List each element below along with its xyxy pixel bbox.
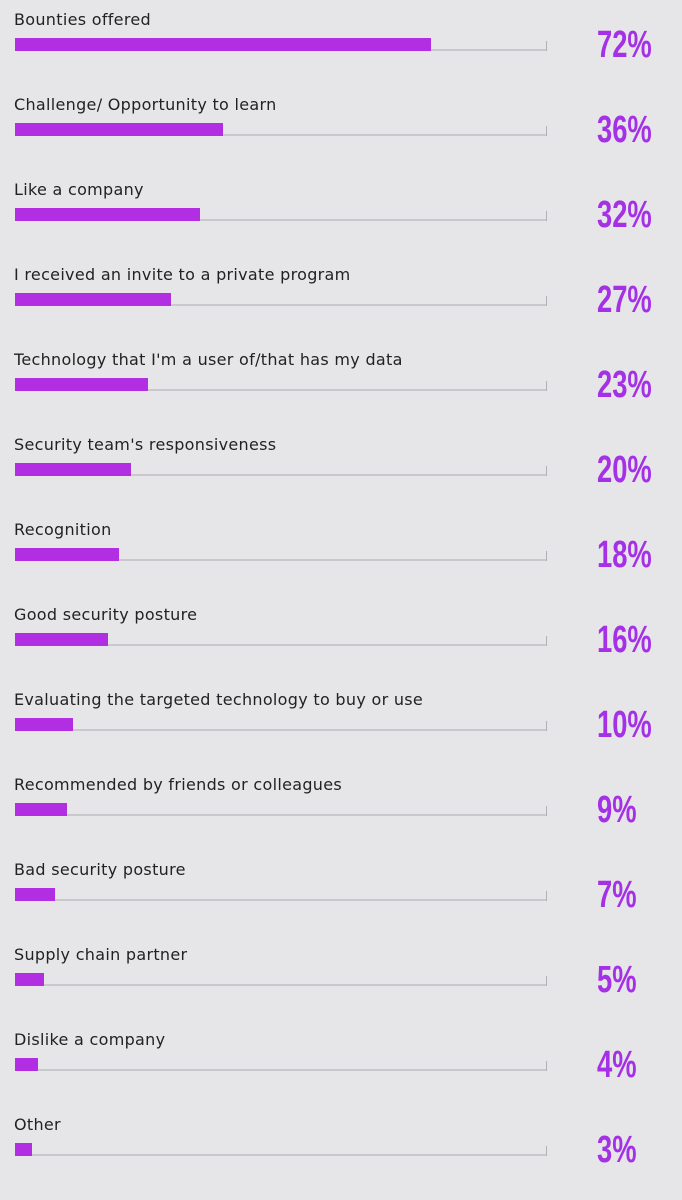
bar-row: Bounties offered 72% xyxy=(0,0,682,85)
bar xyxy=(15,38,431,51)
percent-label: 9% xyxy=(597,789,637,831)
bar-row: Other 3% xyxy=(0,1105,682,1190)
bar-track xyxy=(15,474,547,476)
bar-row: Bad security posture 7% xyxy=(0,850,682,935)
percent-label: 7% xyxy=(597,874,637,916)
bar-track-end-tick xyxy=(546,126,547,136)
bar xyxy=(15,293,171,306)
bar-track-end-tick xyxy=(546,1061,547,1071)
bar-track xyxy=(15,814,547,816)
bar-row: Recommended by friends or colleagues 9% xyxy=(0,765,682,850)
bar-track-end-tick xyxy=(546,636,547,646)
percent-label: 27% xyxy=(597,279,652,321)
percent-label: 16% xyxy=(597,619,652,661)
bar xyxy=(15,463,131,476)
bar-track xyxy=(15,559,547,561)
bar-track-end-tick xyxy=(546,466,547,476)
bar-row: Dislike a company 4% xyxy=(0,1020,682,1105)
bar xyxy=(15,803,67,816)
bar-track-end-tick xyxy=(546,381,547,391)
bar-track xyxy=(15,304,547,306)
category-label: Supply chain partner xyxy=(14,945,188,964)
bar-track xyxy=(15,219,547,221)
category-label: Challenge/ Opportunity to learn xyxy=(14,95,277,114)
percent-label: 18% xyxy=(597,534,652,576)
bar-track-end-tick xyxy=(546,296,547,306)
bar xyxy=(15,548,119,561)
bar-track-end-tick xyxy=(546,41,547,51)
bar-track xyxy=(15,984,547,986)
bar-row: Recognition 18% xyxy=(0,510,682,595)
bar-track-end-tick xyxy=(546,806,547,816)
category-label: Like a company xyxy=(14,180,144,199)
percent-label: 3% xyxy=(597,1129,637,1171)
category-label: Technology that I'm a user of/that has m… xyxy=(14,350,403,369)
bar-track xyxy=(15,1154,547,1156)
bar-row: Supply chain partner 5% xyxy=(0,935,682,1020)
category-label: Good security posture xyxy=(14,605,198,624)
bar-track xyxy=(15,389,547,391)
bar-track xyxy=(15,899,547,901)
bar-track xyxy=(15,1069,547,1071)
category-label: Other xyxy=(14,1115,61,1134)
percent-label: 72% xyxy=(597,24,652,66)
category-label: Bounties offered xyxy=(14,10,151,29)
bar-row: Good security posture 16% xyxy=(0,595,682,680)
bar-track-end-tick xyxy=(546,551,547,561)
percent-label: 36% xyxy=(597,109,652,151)
bar-row: Security team's responsiveness 20% xyxy=(0,425,682,510)
category-label: Recognition xyxy=(14,520,112,539)
percent-label: 32% xyxy=(597,194,652,236)
percent-label: 20% xyxy=(597,449,652,491)
category-label: Recommended by friends or colleagues xyxy=(14,775,343,794)
bar-track xyxy=(15,729,547,731)
bar xyxy=(15,633,108,646)
bar-row: Like a company 32% xyxy=(0,170,682,255)
bar-track-end-tick xyxy=(546,721,547,731)
bar-track-end-tick xyxy=(546,976,547,986)
percent-label: 5% xyxy=(597,959,637,1001)
bar-row: Technology that I'm a user of/that has m… xyxy=(0,340,682,425)
bar-row: I received an invite to a private progra… xyxy=(0,255,682,340)
category-label: I received an invite to a private progra… xyxy=(14,265,351,284)
bar-row: Evaluating the targeted technology to bu… xyxy=(0,680,682,765)
percent-label: 4% xyxy=(597,1044,637,1086)
category-label: Evaluating the targeted technology to bu… xyxy=(14,690,424,709)
bar-track-end-tick xyxy=(546,891,547,901)
bar-track-end-tick xyxy=(546,1146,547,1156)
bar xyxy=(15,378,148,391)
bar xyxy=(15,718,73,731)
bar xyxy=(15,1143,32,1156)
bar-row: Challenge/ Opportunity to learn 36% xyxy=(0,85,682,170)
bar xyxy=(15,208,200,221)
bar-track xyxy=(15,134,547,136)
category-label: Dislike a company xyxy=(14,1030,166,1049)
category-label: Bad security posture xyxy=(14,860,186,879)
bar xyxy=(15,123,223,136)
percent-label: 10% xyxy=(597,704,652,746)
bar-track-end-tick xyxy=(546,211,547,221)
bar xyxy=(15,888,55,901)
category-label: Security team's responsiveness xyxy=(14,435,277,454)
percent-label: 23% xyxy=(597,364,652,406)
bar xyxy=(15,1058,38,1071)
bar xyxy=(15,973,44,986)
bar-track xyxy=(15,644,547,646)
